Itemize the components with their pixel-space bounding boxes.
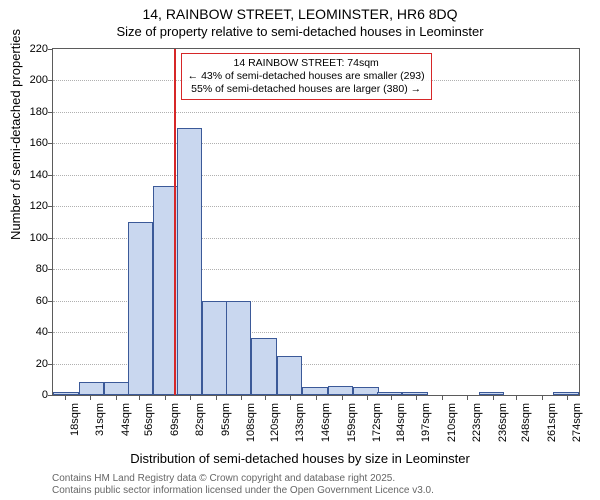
y-tick-mark — [48, 206, 53, 207]
y-tick-label: 20 — [8, 358, 48, 370]
x-tick-label: 44sqm — [120, 403, 132, 436]
x-tick-label: 261sqm — [546, 403, 558, 442]
y-tick-mark — [48, 301, 53, 302]
x-tick-label: 274sqm — [571, 403, 583, 442]
histogram-bar — [128, 222, 154, 395]
x-tick-mark — [542, 395, 543, 400]
x-tick-label: 223sqm — [471, 403, 483, 442]
info-box-line: 55% of semi-detached houses are larger (… — [188, 83, 425, 96]
x-tick-label: 56sqm — [143, 403, 155, 436]
histogram-bar — [79, 382, 105, 395]
x-tick-label: 172sqm — [371, 403, 383, 442]
x-tick-mark — [265, 395, 266, 400]
histogram-bar — [104, 382, 130, 395]
x-tick-label: 69sqm — [169, 403, 181, 436]
y-tick-mark — [48, 238, 53, 239]
grid-line — [53, 112, 579, 113]
x-tick-label: 120sqm — [269, 403, 281, 442]
x-tick-mark — [467, 395, 468, 400]
x-tick-label: 82sqm — [194, 403, 206, 436]
histogram-bar — [202, 301, 228, 395]
info-box-line: ← 43% of semi-detached houses are smalle… — [188, 70, 425, 83]
x-axis-label: Distribution of semi-detached houses by … — [0, 451, 600, 466]
y-tick-mark — [48, 269, 53, 270]
y-tick-label: 160 — [8, 137, 48, 149]
y-tick-mark — [48, 143, 53, 144]
x-tick-label: 248sqm — [520, 403, 532, 442]
reference-line — [174, 49, 176, 395]
histogram-bar — [353, 387, 379, 395]
info-box: 14 RAINBOW STREET: 74sqm← 43% of semi-de… — [181, 53, 432, 100]
x-tick-mark — [65, 395, 66, 400]
histogram-bar — [226, 301, 252, 395]
y-tick-label: 200 — [8, 74, 48, 86]
y-tick-mark — [48, 175, 53, 176]
histogram-bar — [302, 387, 328, 395]
x-tick-label: 146sqm — [320, 403, 332, 442]
y-tick-label: 80 — [8, 263, 48, 275]
x-tick-label: 31sqm — [94, 403, 106, 436]
y-tick-label: 180 — [8, 106, 48, 118]
chart-container: 14, RAINBOW STREET, LEOMINSTER, HR6 8DQ … — [0, 0, 600, 500]
grid-line — [53, 175, 579, 176]
x-tick-label: 197sqm — [420, 403, 432, 442]
x-tick-label: 184sqm — [395, 403, 407, 442]
x-tick-mark — [367, 395, 368, 400]
x-tick-mark — [567, 395, 568, 400]
y-tick-label: 40 — [8, 326, 48, 338]
x-tick-mark — [416, 395, 417, 400]
plot-area: 14 RAINBOW STREET: 74sqm← 43% of semi-de… — [52, 48, 580, 396]
x-tick-label: 236sqm — [497, 403, 509, 442]
chart-title-main: 14, RAINBOW STREET, LEOMINSTER, HR6 8DQ — [0, 6, 600, 22]
y-tick-label: 120 — [8, 200, 48, 212]
grid-line — [53, 143, 579, 144]
x-tick-mark — [442, 395, 443, 400]
y-tick-label: 220 — [8, 43, 48, 55]
y-tick-mark — [48, 332, 53, 333]
x-tick-label: 159sqm — [346, 403, 358, 442]
x-tick-mark — [391, 395, 392, 400]
histogram-bar — [277, 356, 303, 395]
y-tick-mark — [48, 49, 53, 50]
x-tick-label: 133sqm — [294, 403, 306, 442]
y-tick-mark — [48, 80, 53, 81]
x-tick-label: 210sqm — [446, 403, 458, 442]
y-tick-label: 100 — [8, 232, 48, 244]
y-tick-label: 140 — [8, 169, 48, 181]
x-tick-mark — [516, 395, 517, 400]
x-tick-mark — [342, 395, 343, 400]
x-tick-mark — [316, 395, 317, 400]
chart-title-sub: Size of property relative to semi-detach… — [0, 24, 600, 39]
x-tick-mark — [139, 395, 140, 400]
x-tick-mark — [290, 395, 291, 400]
x-tick-mark — [90, 395, 91, 400]
histogram-bar — [479, 392, 505, 395]
x-tick-mark — [241, 395, 242, 400]
histogram-bar — [402, 392, 428, 395]
x-tick-mark — [165, 395, 166, 400]
x-tick-mark — [190, 395, 191, 400]
x-tick-label: 18sqm — [69, 403, 81, 436]
y-tick-label: 0 — [8, 389, 48, 401]
y-tick-mark — [48, 112, 53, 113]
y-tick-label: 60 — [8, 295, 48, 307]
histogram-bar — [328, 386, 354, 395]
histogram-bar — [251, 338, 277, 395]
y-tick-mark — [48, 395, 53, 396]
x-tick-label: 108sqm — [245, 403, 257, 442]
x-tick-mark — [493, 395, 494, 400]
x-tick-mark — [216, 395, 217, 400]
info-box-line: 14 RAINBOW STREET: 74sqm — [188, 57, 425, 70]
x-tick-mark — [116, 395, 117, 400]
histogram-bar — [377, 392, 403, 395]
footer-line-1: Contains HM Land Registry data © Crown c… — [52, 473, 395, 484]
histogram-bar — [177, 128, 203, 395]
y-tick-mark — [48, 364, 53, 365]
x-tick-label: 95sqm — [220, 403, 232, 436]
footer-line-2: Contains public sector information licen… — [52, 485, 434, 496]
grid-line — [53, 206, 579, 207]
